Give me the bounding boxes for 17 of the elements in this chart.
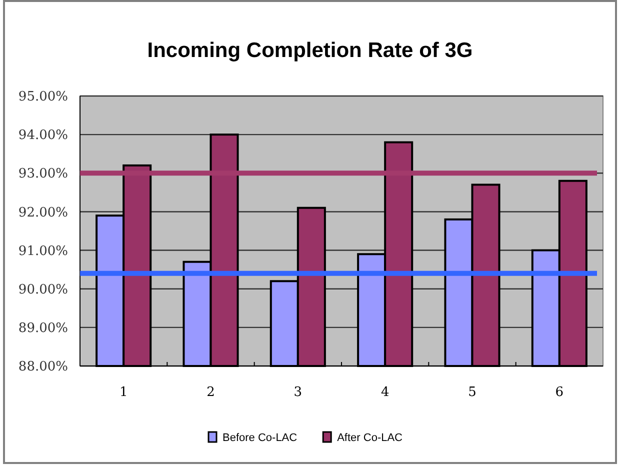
y-tick-label: 89.00% bbox=[18, 320, 68, 336]
x-tick-label: 1 bbox=[119, 385, 128, 400]
x-tick-label: 3 bbox=[294, 385, 302, 400]
y-tick-label: 95.00% bbox=[18, 90, 68, 105]
y-tick-label: 88.00% bbox=[18, 360, 68, 375]
y-tick-label: 94.00% bbox=[18, 128, 68, 144]
legend-label: After Co-LAC bbox=[337, 432, 403, 444]
x-tick-label: 2 bbox=[206, 385, 215, 400]
chart-title: Incoming Completion Rate of 3G bbox=[147, 39, 473, 62]
y-tick-label: 92.00% bbox=[18, 205, 68, 220]
y-tick-label: 90.00% bbox=[18, 282, 68, 298]
y-tick-label: 93.00% bbox=[18, 166, 68, 182]
y-tick-label: 91.00% bbox=[18, 244, 68, 259]
x-tick-label: 4 bbox=[380, 385, 390, 400]
x-tick-label: 6 bbox=[555, 385, 564, 400]
legend-label: Before Co-LAC bbox=[222, 432, 298, 444]
x-tick-label: 5 bbox=[468, 385, 476, 400]
